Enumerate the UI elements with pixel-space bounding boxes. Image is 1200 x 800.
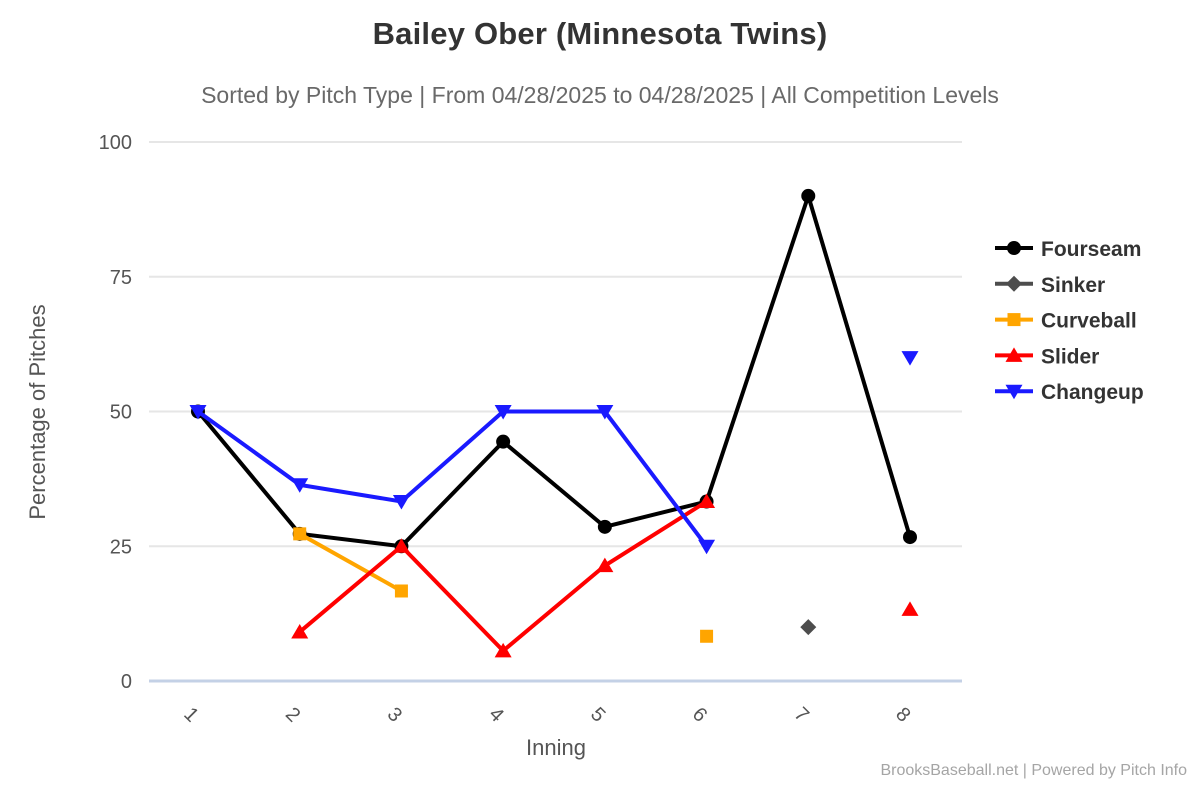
series-line-slider <box>298 499 708 654</box>
legend-label-curveball: Curveball <box>1041 310 1137 333</box>
y-tick-label-75: 75 <box>110 267 132 289</box>
x-tick-label-4: 4 <box>484 703 507 726</box>
data-point-fourseam-inning-7 <box>801 188 816 203</box>
data-point-slider-inning-4 <box>494 642 512 658</box>
data-point-slider-inning-2 <box>291 623 309 639</box>
x-tick-label-7: 7 <box>790 703 813 726</box>
data-point-changeup-inning-1 <box>189 405 207 420</box>
data-point-changeup-inning-8 <box>901 351 919 366</box>
x-tick-label-2: 2 <box>281 703 304 726</box>
data-point-curveball-inning-3 <box>394 584 408 598</box>
series-line-curveball <box>298 532 403 593</box>
x-axis-title: Inning <box>526 735 586 760</box>
data-point-changeup-inning-6 <box>698 539 716 555</box>
data-point-fourseam-inning-4 <box>496 434 511 449</box>
series-line-fourseam <box>196 189 912 549</box>
legend-marker-changeup-icon <box>1005 384 1023 400</box>
data-point-changeup-inning-3 <box>392 495 410 510</box>
data-point-slider-inning-8 <box>901 601 919 616</box>
data-point-changeup-inning-2 <box>291 478 309 493</box>
y-tick-label-25: 25 <box>110 536 132 558</box>
data-point-fourseam-inning-5 <box>597 519 612 534</box>
chart-subtitle: Sorted by Pitch Type | From 04/28/2025 t… <box>201 82 999 108</box>
legend-item-slider[interactable]: Slider <box>995 345 1099 368</box>
y-tick-label-100: 100 <box>99 132 132 154</box>
data-point-changeup-inning-5 <box>596 405 614 420</box>
data-point-fourseam-inning-8 <box>902 530 917 545</box>
grid-layer <box>149 141 962 683</box>
x-tick-label-5: 5 <box>586 703 609 726</box>
data-point-changeup-inning-4 <box>494 405 512 420</box>
x-tick-label-1: 1 <box>179 703 202 726</box>
legend-marker-sinker-icon <box>1006 275 1022 292</box>
legend-label-changeup: Changeup <box>1041 381 1144 404</box>
y-tick-label-0: 0 <box>121 671 132 693</box>
legend-item-curveball[interactable]: Curveball <box>995 310 1137 333</box>
chart-title: Bailey Ober (Minnesota Twins) <box>372 16 828 51</box>
data-point-slider-inning-3 <box>392 538 410 553</box>
data-point-slider-inning-5 <box>596 557 614 573</box>
data-point-slider-inning-6 <box>698 493 716 509</box>
x-tick-label-3: 3 <box>383 703 406 726</box>
x-tick-label-6: 6 <box>688 703 711 726</box>
legend-label-slider: Slider <box>1041 345 1099 368</box>
legend-label-sinker: Sinker <box>1041 274 1105 297</box>
legend-item-sinker[interactable]: Sinker <box>995 274 1105 297</box>
legend: Fourseam Sinker Curveball Slider Changeup <box>995 238 1144 404</box>
data-point-sinker-inning-7 <box>800 619 817 636</box>
attribution-text: BrooksBaseball.net | Powered by Pitch In… <box>880 762 1187 779</box>
y-tick-label-50: 50 <box>110 402 132 424</box>
legend-marker-slider-icon <box>1005 347 1023 362</box>
series-line-changeup <box>196 409 709 548</box>
legend-marker-fourseam-icon <box>1007 241 1021 255</box>
legend-item-fourseam[interactable]: Fourseam <box>995 238 1141 261</box>
legend-label-fourseam: Fourseam <box>1041 238 1141 261</box>
y-axis-title: Percentage of Pitches <box>25 304 50 519</box>
legend-marker-curveball-icon <box>1007 313 1021 327</box>
x-tick-label-8: 8 <box>891 703 914 726</box>
data-point-curveball-inning-6 <box>700 629 714 643</box>
series-layer <box>189 188 919 658</box>
data-point-curveball-inning-2 <box>293 527 307 541</box>
legend-item-changeup[interactable]: Changeup <box>995 381 1144 404</box>
